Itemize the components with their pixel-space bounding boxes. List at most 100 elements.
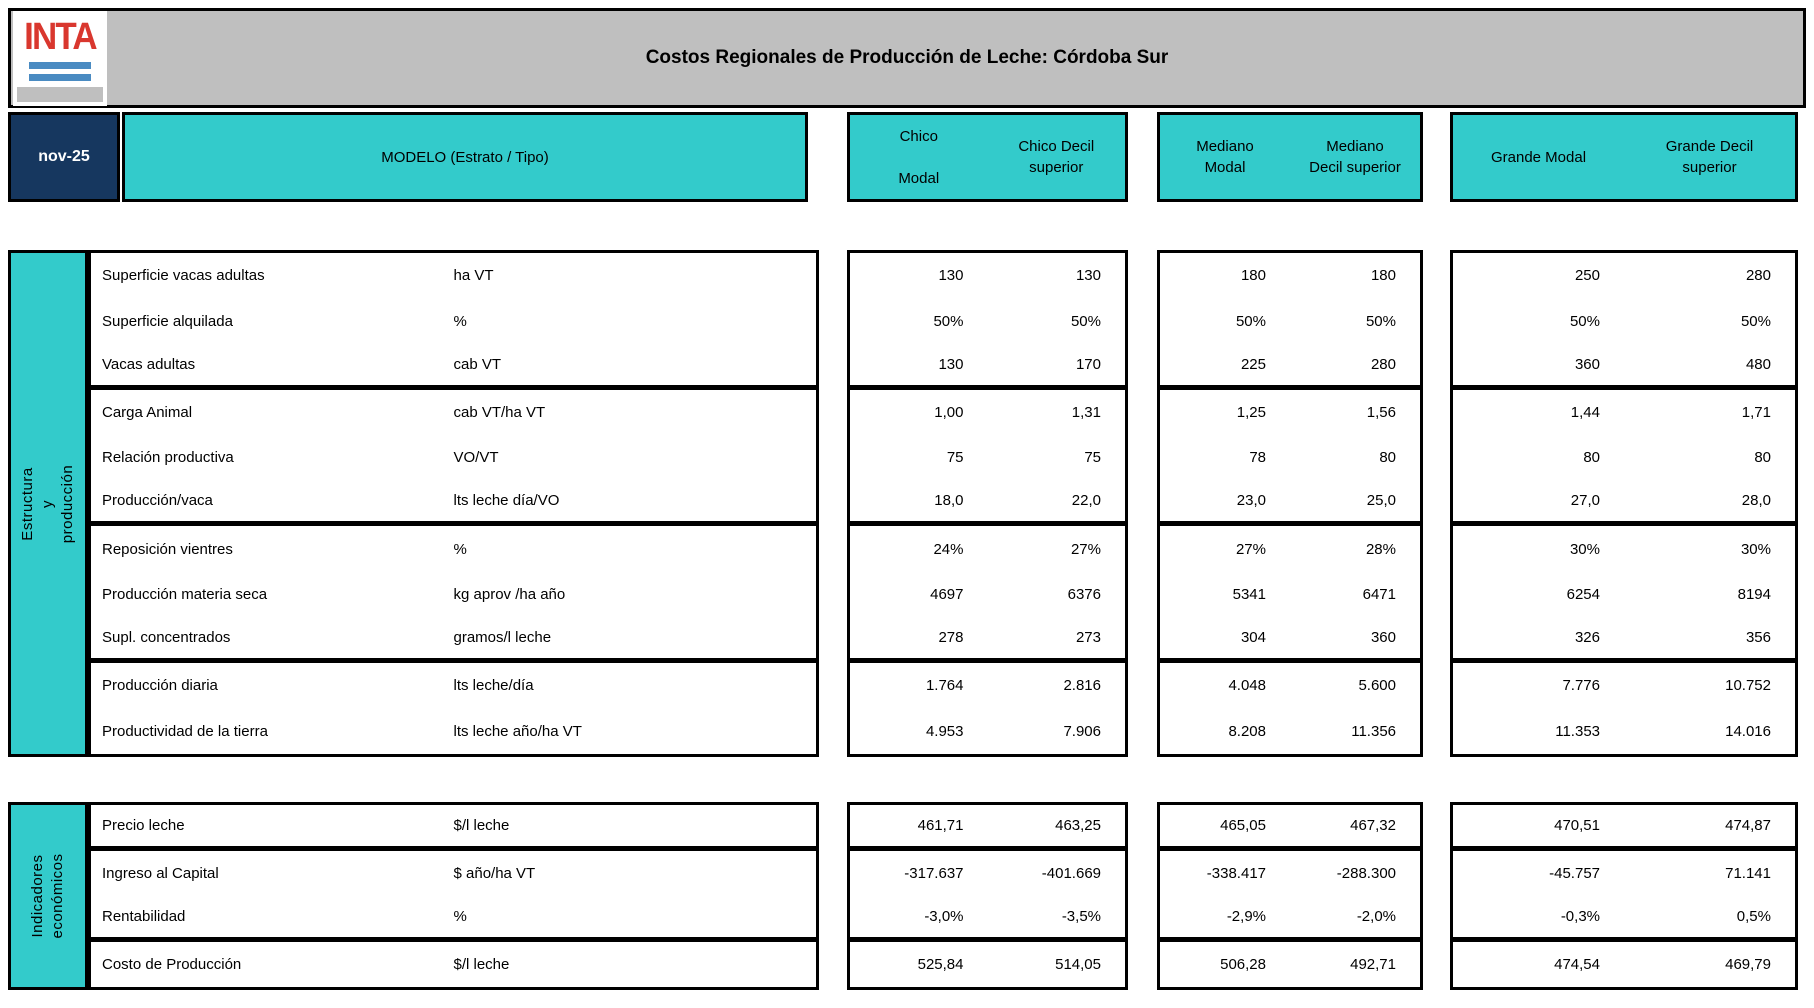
- value-cell: 1,31: [1071, 403, 1101, 421]
- value-cell: 4.048: [1228, 677, 1266, 695]
- value-cell: 11.356: [1351, 722, 1396, 740]
- table-row: 1,00 1,31: [850, 390, 1125, 436]
- value-cell: 28,0: [1741, 492, 1771, 510]
- row-unit: VO/VT: [453, 449, 499, 467]
- section-title-estructura: Estructura y producción: [19, 464, 76, 543]
- column-header-mediano-modal: Mediano Modal: [1196, 138, 1254, 176]
- value-cell: 80: [1754, 449, 1771, 467]
- value-cell: 7.906: [1063, 722, 1101, 740]
- data-box-chico-indicadores: 461,71 463,25 -317.637 -401.669 -3,0% -3,5%…: [847, 802, 1128, 990]
- inta-logo-text: INTA: [24, 16, 97, 58]
- value-cell: -401.669: [1041, 864, 1101, 882]
- value-cell: 78: [1249, 449, 1266, 467]
- value-cell: 28%: [1365, 540, 1396, 558]
- row-unit: %: [453, 312, 467, 330]
- row-label: Carga Animal: [102, 403, 193, 421]
- row-unit: $/l leche: [453, 816, 510, 834]
- table-row: 8.208 11.356: [1160, 708, 1420, 754]
- table-row: 1.764 2.816: [850, 663, 1125, 709]
- table-row: 4.048 5.600: [1160, 663, 1420, 709]
- table-row: 27% 28%: [1160, 526, 1420, 572]
- value-cell: 1.764: [925, 677, 964, 695]
- value-cell: 180: [1370, 267, 1396, 285]
- value-cell: 1,44: [1570, 403, 1600, 421]
- data-box-grande-indicadores: 470,51 474,87 -45.757 71.141 -0,3% 0,5% 474…: [1450, 802, 1798, 990]
- table-row: 461,71 463,25: [850, 805, 1125, 851]
- table-row: -45.757 71.141: [1453, 851, 1795, 897]
- value-cell: 525,84: [917, 955, 964, 973]
- value-cell: 5.600: [1358, 677, 1396, 695]
- value-cell: 75: [946, 449, 964, 467]
- table-row: 525,84 514,05: [850, 942, 1125, 988]
- value-cell: -338.417: [1206, 864, 1266, 882]
- value-cell: 22,0: [1071, 492, 1101, 510]
- value-cell: 4.953: [925, 722, 964, 740]
- table-row: 11.353 14.016: [1453, 708, 1795, 754]
- row-unit: lts leche/día: [453, 677, 534, 695]
- value-cell: 278: [938, 629, 964, 647]
- value-cell: 8.208: [1228, 722, 1266, 740]
- value-cell: -0,3%: [1560, 907, 1600, 925]
- table-row: 4.953 7.906: [850, 708, 1125, 754]
- table-row: 180 180: [1160, 253, 1420, 299]
- value-cell: 465,05: [1220, 816, 1266, 834]
- value-cell: 130: [938, 267, 964, 285]
- value-cell: 27%: [1070, 540, 1101, 558]
- row-unit: gramos/l leche: [453, 629, 552, 647]
- table-row: Relación productiva VO/VT: [91, 435, 816, 481]
- table-row: Costo de Producción $/l leche: [91, 942, 816, 988]
- value-cell: 75: [1084, 449, 1101, 467]
- value-cell: 27,0: [1570, 492, 1600, 510]
- value-cell: 7.776: [1562, 677, 1600, 695]
- value-cell: 6471: [1362, 586, 1396, 604]
- table-row: 7.776 10.752: [1453, 663, 1795, 709]
- table-row: 50% 50%: [1453, 299, 1795, 345]
- row-unit: %: [453, 540, 467, 558]
- value-cell: 25,0: [1366, 492, 1396, 510]
- column-group-grande: Grande Modal Grande Decil superior: [1450, 112, 1798, 202]
- column-header-grande-decil: Grande Decil superior: [1665, 138, 1754, 176]
- table-row: Producción/vaca lts leche día/VO: [91, 481, 816, 527]
- column-header-mediano-decil: Mediano Decil superior: [1309, 138, 1401, 176]
- value-cell: 6376: [1067, 586, 1101, 604]
- value-cell: 461,71: [917, 816, 964, 834]
- value-cell: 50%: [933, 312, 964, 330]
- row-unit: %: [453, 907, 467, 925]
- row-unit: cab VT: [453, 355, 502, 373]
- inta-logo-bar: [29, 74, 91, 81]
- value-cell: 1,00: [934, 403, 964, 421]
- value-cell: 30%: [1569, 540, 1600, 558]
- table-row: 130 170: [850, 344, 1125, 390]
- value-cell: 14.016: [1725, 722, 1771, 740]
- value-cell: 326: [1574, 629, 1600, 647]
- table-row: 470,51 474,87: [1453, 805, 1795, 851]
- table-row: Rentabilidad%: [91, 896, 816, 942]
- table-row: -2,9% -2,0%: [1160, 896, 1420, 942]
- value-cell: 130: [1075, 267, 1101, 285]
- value-cell: 360: [1370, 629, 1396, 647]
- value-cell: -3,5%: [1061, 907, 1101, 925]
- table-row: 474,54 469,79: [1453, 942, 1795, 988]
- row-unit: $/l leche: [453, 955, 510, 973]
- value-cell: 8194: [1737, 586, 1771, 604]
- value-cell: 225: [1240, 355, 1266, 373]
- value-cell: 273: [1075, 629, 1101, 647]
- inta-logo-inner: INTA: [17, 15, 103, 87]
- value-cell: 50%: [1740, 312, 1771, 330]
- value-cell: 24%: [933, 540, 964, 558]
- table-row: 506,28 492,71: [1160, 942, 1420, 988]
- table-row: 225 280: [1160, 344, 1420, 390]
- row-unit: lts leche día/VO: [453, 492, 560, 510]
- row-unit: cab VT/ha VT: [453, 403, 546, 421]
- row-label: Producción/vaca: [102, 492, 213, 510]
- value-cell: 470,51: [1554, 816, 1600, 834]
- value-cell: 514,05: [1055, 955, 1101, 973]
- value-cell: 4697: [930, 586, 964, 604]
- table-row: Producción materia seca kg aprov /ha año: [91, 572, 816, 618]
- value-cell: 469,79: [1725, 955, 1771, 973]
- value-cell: -45.757: [1549, 864, 1600, 882]
- row-label: Costo de Producción: [102, 955, 242, 973]
- value-cell: 18,0: [934, 492, 964, 510]
- table-row: Vacas adultas cab VT: [91, 344, 816, 390]
